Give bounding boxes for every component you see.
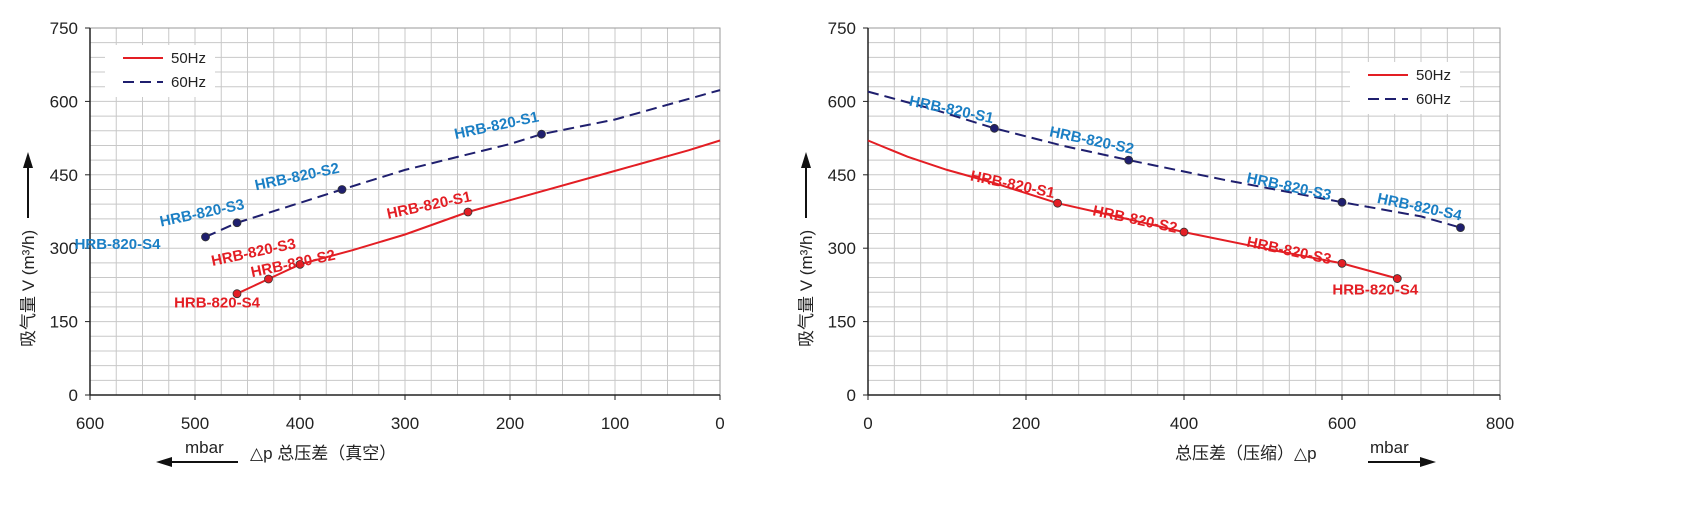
- y-tick-label: 750: [50, 19, 78, 38]
- data-point: [1337, 197, 1347, 207]
- y-tick-label: 750: [828, 19, 856, 38]
- x-tick-label: 0: [863, 414, 872, 433]
- y-tick-label: 150: [50, 313, 78, 332]
- data-point: [990, 123, 999, 133]
- data-point: [1337, 258, 1347, 268]
- x-tick-label: 0: [715, 414, 724, 433]
- grid: [867, 27, 1501, 396]
- y-tick-label: 150: [828, 313, 856, 332]
- chart-1: 0 150 300 450 600 750 600 500 400 300 200 100 0 吸气量 V…: [19, 19, 725, 467]
- y-axis-arrow-head: [801, 152, 811, 168]
- y-tick-label: 600: [828, 92, 856, 111]
- data-point: [537, 129, 546, 139]
- legend-label-50hz: 50Hz: [171, 50, 206, 67]
- unit-arrow-head: [156, 457, 172, 467]
- unit-label: mbar: [1370, 438, 1409, 457]
- point-label: HRB-820-S4: [174, 295, 261, 312]
- x-tick-label: 600: [1328, 414, 1356, 433]
- legend-box: [105, 45, 215, 97]
- legend-box: [1350, 62, 1460, 114]
- legend-label-60hz: 60Hz: [171, 74, 206, 91]
- data-point: [337, 185, 347, 194]
- point-label: HRB-820-S4: [75, 236, 162, 253]
- data-point: [264, 274, 273, 284]
- x-tick-label: 400: [286, 414, 314, 433]
- data-point: [1179, 227, 1189, 237]
- series-line-50hz: [236, 139, 721, 295]
- series-line-60hz: [205, 89, 721, 238]
- x-tick-label: 200: [496, 414, 524, 433]
- unit-label: mbar: [185, 438, 224, 457]
- point-label: HRB-820-S4: [1332, 282, 1419, 299]
- data-point: [1053, 198, 1062, 208]
- y-tick-label: 0: [847, 386, 856, 405]
- legend-label-60hz: 60Hz: [1416, 91, 1451, 108]
- data-point: [201, 232, 210, 242]
- y-tick-label: 450: [828, 166, 856, 185]
- legend-label-50hz: 50Hz: [1416, 67, 1451, 84]
- y-axis-label: 吸气量 V (m³/h): [797, 230, 816, 347]
- legend: 50Hz 60Hz: [105, 45, 215, 97]
- data-point: [295, 259, 305, 269]
- y-tick-label: 300: [828, 239, 856, 258]
- data-point: [1124, 155, 1134, 165]
- x-tick-label: 100: [601, 414, 629, 433]
- y-tick-label: 300: [50, 239, 78, 258]
- data-point: [232, 218, 242, 228]
- x-tick-label: 800: [1486, 414, 1514, 433]
- chart-2: 0 150 300 450 600 750 0 200 400 600 800 吸气量 V (m³/h…: [797, 19, 1514, 467]
- x-axis-label: 总压差（压缩）△p: [1175, 444, 1317, 463]
- y-tick-label: 450: [50, 166, 78, 185]
- x-tick-label: 300: [391, 414, 419, 433]
- y-axis-label: 吸气量 V (m³/h): [19, 230, 38, 347]
- x-tick-label: 600: [76, 414, 104, 433]
- series-line-50hz: [867, 139, 1398, 280]
- data-point: [463, 207, 473, 217]
- y-tick-label: 0: [69, 386, 78, 405]
- x-tick-label: 400: [1170, 414, 1198, 433]
- legend: 50Hz 60Hz: [1350, 62, 1460, 114]
- data-point: [232, 289, 242, 299]
- x-tick-label: 500: [181, 414, 209, 433]
- y-axis-arrow-head: [23, 152, 33, 168]
- data-point: [1456, 223, 1465, 233]
- y-tick-label: 600: [50, 92, 78, 111]
- x-axis-label: △p 总压差（真空）: [250, 444, 396, 463]
- data-point: [1392, 274, 1402, 283]
- unit-arrow-head: [1420, 457, 1436, 467]
- x-tick-label: 200: [1012, 414, 1040, 433]
- series-line-60hz: [867, 90, 1461, 229]
